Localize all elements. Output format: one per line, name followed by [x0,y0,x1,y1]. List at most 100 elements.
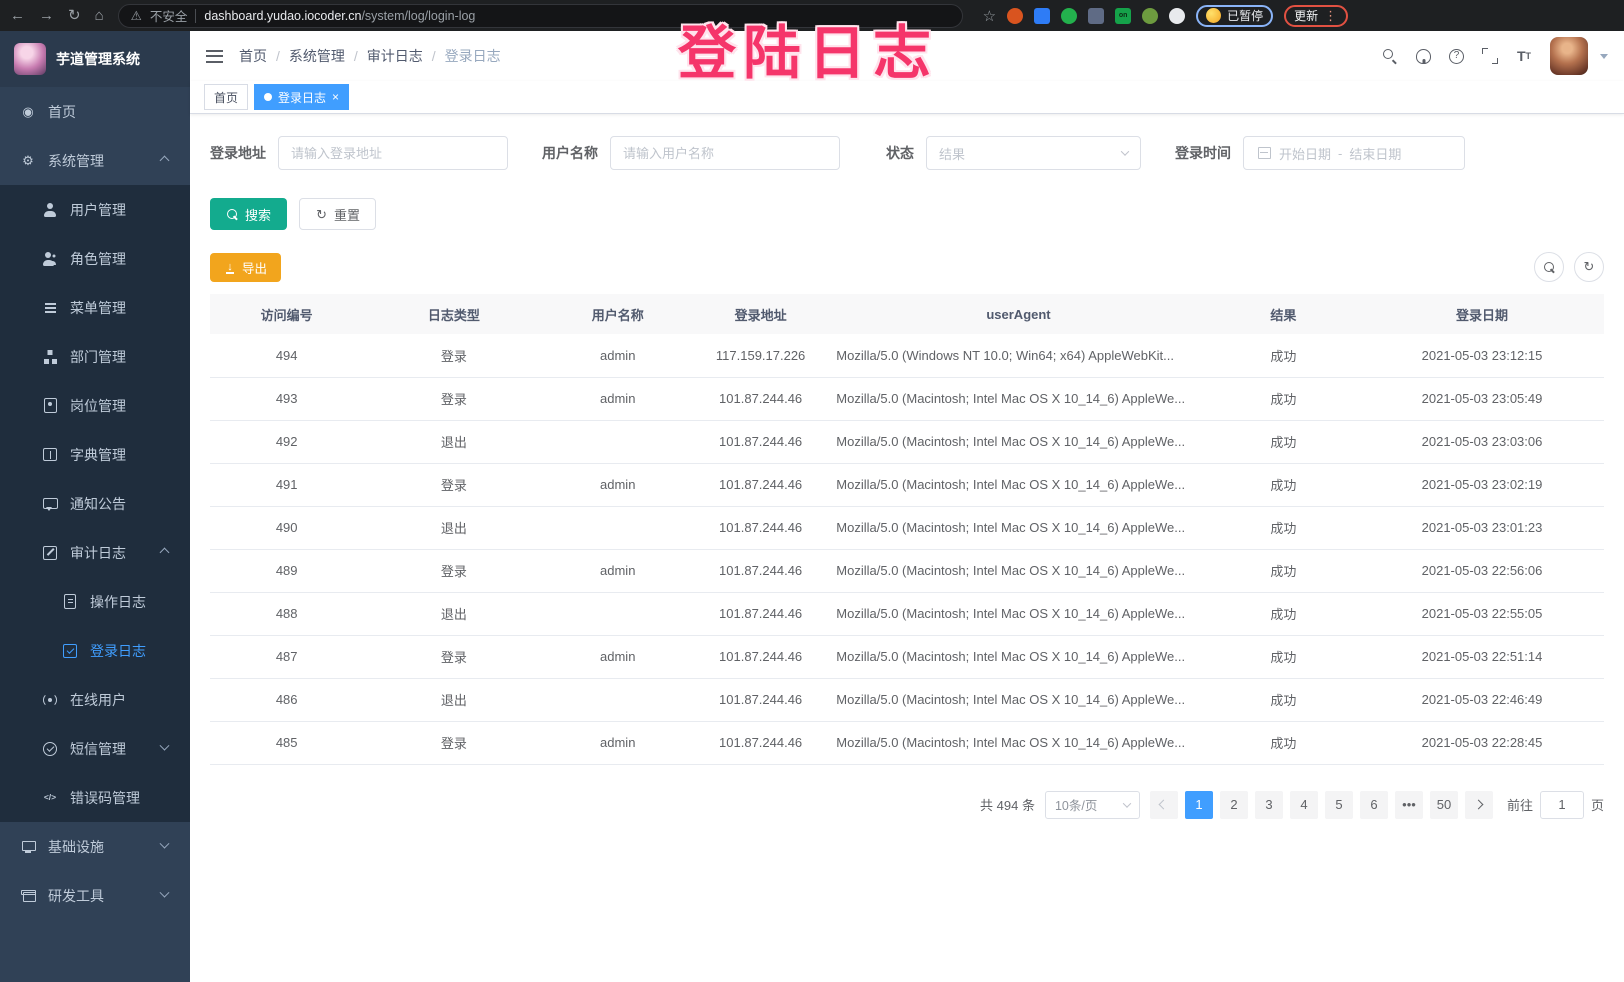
doc-icon [62,594,78,610]
help-icon[interactable]: ? [1449,48,1464,64]
goto-page-input[interactable] [1539,790,1584,819]
tag-home[interactable]: 首页 [204,84,249,110]
search-button-label: 搜索 [245,207,272,223]
grid-extension-icon[interactable] [1088,7,1105,24]
sidebar-item-infrastructure[interactable]: 基础设施 [0,822,190,871]
page-button-2[interactable]: 2 [1219,790,1248,819]
switch-on-extension-icon[interactable]: on [1115,7,1132,24]
chevron-up-icon [159,547,170,558]
github-icon[interactable] [1416,48,1431,64]
gem-extension-icon[interactable] [1034,7,1051,24]
breadcrumb-system[interactable]: 系统管理 [288,48,345,64]
hamburger-icon[interactable] [206,49,223,63]
next-page-button[interactable] [1464,790,1493,819]
forward-icon[interactable]: → [39,7,54,24]
sidebar-item-label: 研发工具 [48,887,104,904]
cell-username [544,506,691,550]
breadcrumb-audit-log[interactable]: 审计日志 [366,48,423,64]
page-button-1[interactable]: 1 [1184,790,1213,819]
col-header-login-date: 登录日期 [1360,294,1604,334]
sidebar-item-menus[interactable]: 菜单管理 [0,283,190,332]
tag-close-icon[interactable]: × [332,90,340,104]
users-icon [42,251,58,267]
browser-menu-icon[interactable]: ⋮ [1324,7,1339,23]
sidebar-item-roles[interactable]: 角色管理 [0,234,190,283]
font-large-glyph: T [1516,48,1526,64]
sidebar-item-posts[interactable]: 岗位管理 [0,381,190,430]
avatar-caret-icon[interactable] [1600,53,1608,59]
refresh-table-button[interactable]: ↻ [1574,252,1604,282]
back-icon[interactable]: ← [10,7,25,24]
cell-login-date: 2021-05-03 23:02:19 [1360,463,1604,507]
ublock-extension-icon[interactable] [1007,7,1024,24]
sidebar-item-label: 在线用户 [70,691,126,708]
sidebar-item-error-codes[interactable]: </> 错误码管理 [0,773,190,822]
cell-login-date: 2021-05-03 23:03:06 [1360,420,1604,464]
export-button[interactable]: ↓ 导出 [210,252,282,282]
security-label[interactable]: 不安全 [149,10,188,24]
page-button-50[interactable]: 50 [1429,790,1458,819]
end-date-placeholder: 结束日期 [1349,146,1402,162]
sidebar-item-home[interactable]: ◉ 首页 [0,87,190,136]
sidebar-item-dev-tools[interactable]: 研发工具 [0,871,190,920]
cell-user-agent: Mozilla/5.0 (Macintosh; Intel Mac OS X 1… [830,549,1207,593]
sidebar-item-online-users[interactable]: 在线用户 [0,675,190,724]
address-bar[interactable]: ⚠ 不安全 dashboard.yudao.iocoder.cn/system/… [117,3,963,28]
bookmark-star-icon[interactable]: ☆ [982,7,997,25]
cell-login-date: 2021-05-03 22:55:05 [1360,592,1604,636]
date-range-picker[interactable]: 开始日期 - 结束日期 [1243,136,1465,170]
sidebar-logo-row[interactable]: 芋道管理系统 [0,31,190,87]
table-row: 494 登录 admin 117.159.17.226 Mozilla/5.0 (Win… [210,334,1604,378]
reset-button[interactable]: ↻ 重置 [299,198,377,230]
page-ellipsis[interactable]: ••• [1394,790,1423,819]
cell-result: 成功 [1206,721,1361,765]
profile-chip[interactable]: 已暂停 [1196,4,1274,27]
address-input[interactable] [291,145,495,161]
goto-label: 前往 [1506,798,1533,813]
status-select[interactable]: 结果 [926,136,1141,170]
search-button[interactable]: 搜索 [210,198,288,230]
online-icon [42,692,58,708]
breadcrumb-home[interactable]: 首页 [239,48,267,64]
prev-page-button[interactable] [1149,790,1178,819]
cell-log-type: 退出 [363,420,545,464]
tag-login-log[interactable]: 登录日志 × [254,84,350,110]
sidebar-item-audit-log[interactable]: 审计日志 [0,528,190,577]
leaf-extension-icon[interactable] [1142,7,1159,24]
sidebar-item-sms[interactable]: 短信管理 [0,724,190,773]
page-button-5[interactable]: 5 [1324,790,1353,819]
show-search-toggle-button[interactable] [1534,252,1564,282]
page-button-4[interactable]: 4 [1289,790,1318,819]
cell-id: 490 [210,506,364,550]
sidebar-item-users[interactable]: 用户管理 [0,185,190,234]
filter-actions: 搜索 ↻ 重置 [210,198,1604,230]
filter-username: 用户名称 [542,136,840,170]
sidebar-item-departments[interactable]: 部门管理 [0,332,190,381]
sidebar-item-notices[interactable]: 通知公告 [0,479,190,528]
sidebar-item-login-log[interactable]: 登录日志 [0,626,190,675]
home-icon[interactable]: ⌂ [94,7,104,24]
browser-actions: ☆ on 已暂停 更新 ⋮ [982,4,1349,27]
fullscreen-icon[interactable] [1482,48,1498,64]
code-icon: </> [43,792,57,803]
page-button-3[interactable]: 3 [1254,790,1283,819]
sidebar-item-operation-log[interactable]: 操作日志 [0,577,190,626]
update-button[interactable]: 更新 ⋮ [1284,4,1349,27]
green-check-extension-icon[interactable] [1061,7,1078,24]
page-size-select[interactable]: 10条/页 [1044,790,1140,819]
sidebar-item-label: 通知公告 [70,495,126,512]
sidebar-item-system[interactable]: ⚙ 系统管理 [0,136,190,185]
search-icon[interactable] [1382,48,1398,64]
sidebar-item-dictionary[interactable]: 字典管理 [0,430,190,479]
url-text: dashboard.yudao.iocoder.cn/system/log/lo… [204,9,475,23]
page-button-6[interactable]: 6 [1359,790,1388,819]
book-icon [42,447,58,463]
username-input[interactable] [623,145,827,161]
user-avatar[interactable] [1550,37,1588,75]
cell-username: admin [544,721,691,765]
puzzle-extension-icon[interactable] [1169,7,1186,24]
reload-icon[interactable]: ↻ [68,7,81,24]
